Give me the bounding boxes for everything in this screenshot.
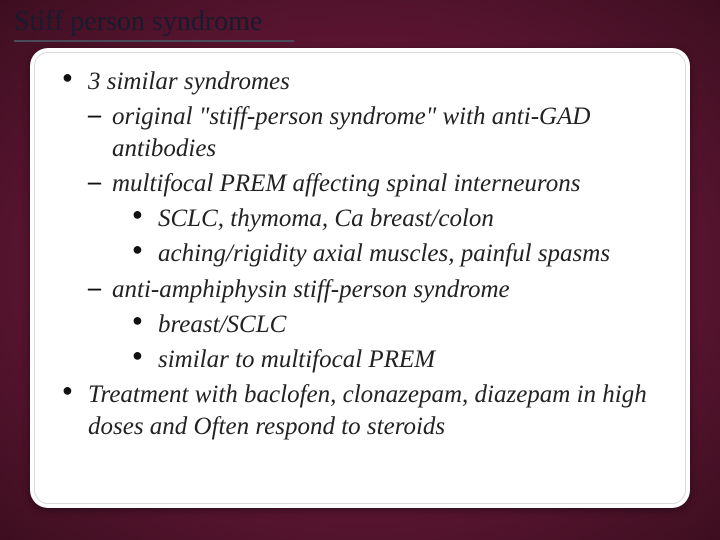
slide: Stiff person syndrome 3 similar syndrome… (0, 0, 720, 540)
bullet-lvl1: Treatment with baclofen, clonazepam, dia… (60, 379, 670, 442)
bullet-lvl3: breast/SCLC (132, 309, 670, 340)
bullet-lvl1: 3 similar syndromes (60, 66, 670, 97)
bullet-lvl2: anti-amphiphysin stiff-person syndrome (88, 274, 670, 305)
bullet-lvl2: multifocal PREM affecting spinal interne… (88, 168, 670, 199)
bullet-lvl3: similar to multifocal PREM (132, 344, 670, 375)
bullet-lvl3: aching/rigidity axial muscles, painful s… (132, 238, 670, 269)
bullet-lvl2: original "stiff-person syndrome" with an… (88, 101, 670, 164)
bullet-lvl3: SCLC, thymoma, Ca breast/colon (132, 203, 670, 234)
slide-title: Stiff person syndrome (14, 6, 294, 42)
content-box: 3 similar syndromes original "stiff-pers… (30, 48, 690, 508)
